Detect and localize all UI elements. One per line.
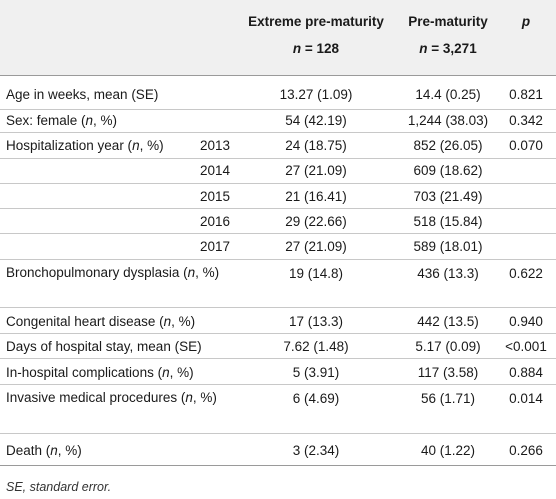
cell-complications-p: 0.884: [509, 365, 543, 380]
row-label-sex: Sex: female (n, %): [6, 113, 118, 128]
cell-chd-prematurity: 442 (13.5): [417, 314, 479, 329]
cell-hospitalization-p: 0.070: [509, 138, 543, 153]
cell-complications-extreme: 5 (3.91): [292, 365, 340, 380]
row-divider: [0, 208, 556, 209]
row-divider: [0, 233, 556, 234]
table-footnote: SE, standard error.: [6, 480, 112, 494]
cell-complications-prematurity: 117 (3.58): [417, 365, 479, 380]
row-label-congenital-heart-disease: Congenital heart disease (n, %): [6, 314, 196, 329]
row-divider: [0, 109, 556, 110]
row-label-bronchopulmonary-dysplasia: Bronchopulmonary dysplasia (n, %): [6, 265, 220, 280]
row-divider: [0, 333, 556, 334]
row-divider: [0, 433, 556, 434]
cell-chd-extreme: 17 (13.3): [288, 314, 344, 329]
cell-age-prematurity: 14.4 (0.25): [415, 87, 481, 102]
cell-2014-prematurity: 609 (18.62): [413, 163, 483, 178]
cell-bpd-extreme: 19 (14.8): [288, 266, 344, 281]
row-divider: [0, 307, 556, 308]
year-2014: 2014: [200, 163, 231, 178]
cell-procedures-prematurity: 56 (1.71): [420, 391, 476, 406]
cell-2013-extreme: 24 (18.75): [285, 138, 347, 153]
cell-death-extreme: 3 (2.34): [292, 443, 340, 458]
cell-chd-p: 0.940: [509, 314, 543, 329]
row-label-in-hospital-complications: In-hospital complications (n, %): [6, 365, 194, 380]
cell-2017-prematurity: 589 (18.01): [413, 239, 483, 254]
header-divider: [0, 75, 556, 76]
header-p-value: p: [521, 14, 531, 29]
table-header-band: [0, 0, 556, 75]
row-label-invasive-medical-procedures: Invasive medical procedures (n, %): [6, 390, 217, 405]
row-divider: [0, 183, 556, 184]
cell-2017-extreme: 27 (21.09): [285, 239, 347, 254]
row-divider: [0, 384, 556, 385]
header-prematurity: Pre-maturity: [408, 14, 488, 29]
row-divider: [0, 259, 556, 260]
year-2015: 2015: [200, 189, 231, 204]
cell-stay-prematurity: 5.17 (0.09): [415, 339, 481, 354]
year-2017: 2017: [200, 239, 231, 254]
cell-sex-p: 0.342: [509, 113, 543, 128]
header-n-extreme: n = 128: [292, 41, 340, 56]
header-extreme-prematurity: Extreme pre-maturity: [248, 14, 384, 29]
cell-2013-prematurity: 852 (26.05): [413, 138, 483, 153]
cell-2016-extreme: 29 (22.66): [285, 214, 347, 229]
cell-2015-prematurity: 703 (21.49): [413, 189, 483, 204]
cell-sex-prematurity: 1,244 (38.03): [407, 113, 489, 128]
row-label-age: Age in weeks, mean (SE): [6, 87, 159, 102]
cell-2015-extreme: 21 (16.41): [285, 189, 347, 204]
cell-bpd-p: 0.622: [509, 266, 543, 281]
cell-age-p: 0.821: [509, 87, 543, 102]
cell-stay-p: <0.001: [505, 339, 547, 354]
cell-stay-extreme: 7.62 (1.48): [283, 339, 349, 354]
row-divider: [0, 158, 556, 159]
cell-age-extreme: 13.27 (1.09): [279, 87, 353, 102]
cell-2014-extreme: 27 (21.09): [285, 163, 347, 178]
row-label-days-of-hospital-stay: Days of hospital stay, mean (SE): [6, 339, 202, 354]
cell-death-prematurity: 40 (1.22): [420, 443, 476, 458]
row-divider: [0, 358, 556, 359]
cell-2016-prematurity: 518 (15.84): [413, 214, 483, 229]
cell-sex-extreme: 54 (42.19): [285, 113, 347, 128]
row-label-death: Death (n, %): [6, 443, 82, 458]
cell-procedures-extreme: 6 (4.69): [292, 391, 340, 406]
year-2013: 2013: [200, 138, 231, 153]
cell-bpd-prematurity: 436 (13.3): [417, 266, 479, 281]
cell-death-p: 0.266: [509, 443, 543, 458]
row-label-hospitalization-year: Hospitalization year (n, %): [6, 138, 164, 153]
header-n-prematurity: n = 3,271: [419, 41, 477, 56]
row-divider: [0, 132, 556, 133]
cell-procedures-p: 0.014: [509, 391, 543, 406]
table-bottom-rule: [0, 465, 556, 466]
year-2016: 2016: [200, 214, 231, 229]
